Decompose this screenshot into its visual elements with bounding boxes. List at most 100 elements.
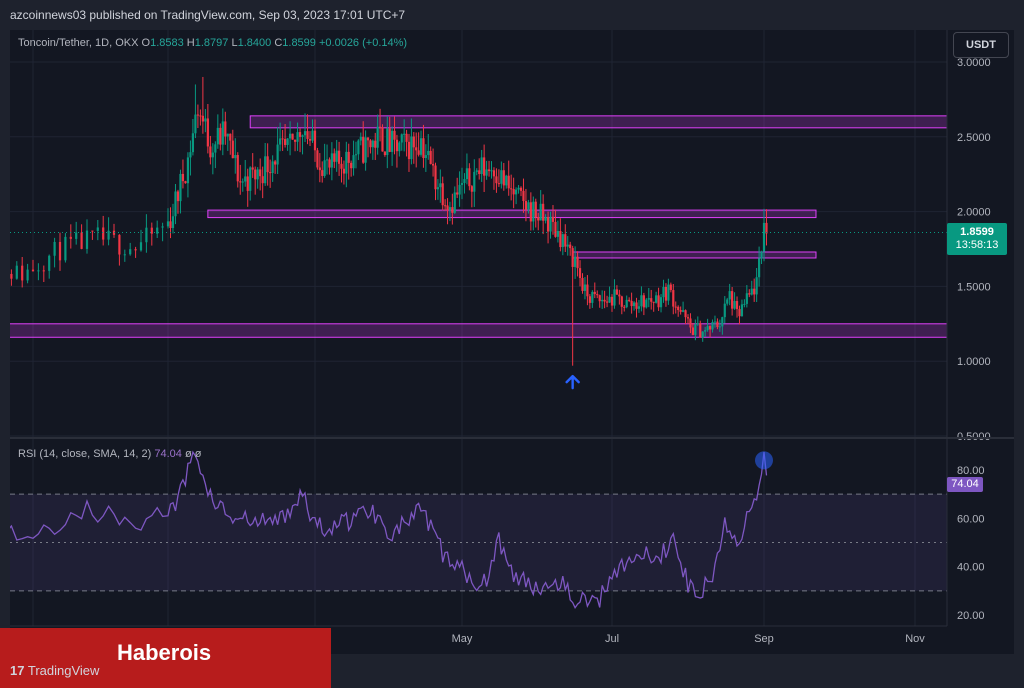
candle-body bbox=[340, 163, 343, 169]
chart-svg[interactable]: 3.00002.50002.00001.50001.00000.50007202… bbox=[10, 30, 1014, 654]
candle-body bbox=[359, 136, 362, 141]
candle-body bbox=[733, 301, 736, 309]
candle-body bbox=[206, 118, 209, 147]
rsi-extra: ø ø bbox=[184, 448, 202, 460]
rsi-tick-label: 20.00 bbox=[957, 610, 985, 622]
candle-body bbox=[691, 327, 695, 335]
candle-body bbox=[191, 133, 195, 153]
candle-body bbox=[313, 130, 317, 151]
candle-body bbox=[196, 114, 199, 116]
candle-body bbox=[374, 140, 377, 148]
candle-body bbox=[630, 300, 633, 307]
candle-body bbox=[495, 176, 498, 184]
candle-body bbox=[174, 191, 177, 217]
candle-body bbox=[400, 134, 403, 143]
candle-body bbox=[281, 138, 284, 140]
candle-body bbox=[598, 295, 601, 302]
candle-body bbox=[221, 121, 224, 145]
candle-body bbox=[284, 139, 287, 145]
candle-body bbox=[588, 296, 591, 303]
candle-body bbox=[726, 299, 729, 304]
candle-body bbox=[519, 187, 523, 191]
candle-body bbox=[316, 150, 319, 168]
haberois-banner: Haberois 17 TradingView bbox=[0, 628, 331, 688]
candle-body bbox=[417, 150, 420, 155]
candle-body bbox=[591, 291, 594, 303]
candle-body bbox=[473, 171, 476, 192]
candle-body bbox=[628, 299, 631, 301]
candle-body bbox=[757, 258, 761, 278]
rsi-legend: RSI (14, close, SMA, 14, 2) 74.04 ø ø bbox=[18, 448, 201, 460]
candle-body bbox=[318, 167, 321, 171]
candle-body bbox=[487, 169, 491, 172]
candle-body bbox=[735, 301, 739, 310]
candle-body bbox=[613, 289, 616, 306]
candle-body bbox=[422, 138, 425, 159]
candle-body bbox=[249, 167, 252, 191]
candle-body bbox=[352, 155, 355, 169]
candle-body bbox=[748, 293, 751, 295]
symbol-name: Toncoin/Tether, 1D, OKX bbox=[18, 37, 139, 49]
candle-body bbox=[623, 306, 626, 308]
open-value: 1.8583 bbox=[150, 37, 184, 49]
candle-body bbox=[118, 234, 121, 255]
price-tick-label: 1.0000 bbox=[957, 356, 991, 368]
candle-body bbox=[699, 323, 702, 338]
price-zone bbox=[249, 115, 948, 129]
candle-body bbox=[357, 140, 360, 155]
candle-body bbox=[483, 157, 486, 176]
candle-body bbox=[366, 137, 370, 141]
rsi-value-tag: 74.04 bbox=[947, 477, 983, 492]
candle-body bbox=[647, 298, 650, 300]
candle-body bbox=[448, 207, 452, 211]
candle-body bbox=[271, 161, 274, 174]
candle-body bbox=[603, 299, 606, 302]
chart-frame[interactable]: 3.00002.50002.00001.50001.00000.50007202… bbox=[10, 30, 1014, 654]
candle-body bbox=[549, 216, 552, 232]
candle-body bbox=[556, 231, 560, 237]
candle-body bbox=[441, 183, 444, 206]
candle-body bbox=[362, 136, 365, 163]
candle-body bbox=[667, 284, 670, 301]
candle-body bbox=[551, 216, 555, 222]
candle-body bbox=[492, 170, 496, 177]
candle-body bbox=[453, 192, 456, 213]
candle-body bbox=[236, 155, 239, 182]
candle-body bbox=[522, 190, 525, 201]
candle-body bbox=[559, 231, 562, 248]
candle-body bbox=[376, 126, 379, 148]
candle-body bbox=[48, 255, 51, 271]
candle-body bbox=[708, 326, 712, 330]
candle-body bbox=[321, 170, 324, 176]
candle-body bbox=[169, 221, 172, 229]
last-price: 1.8599 bbox=[960, 226, 994, 238]
candle-body bbox=[26, 269, 29, 281]
candle-body bbox=[512, 189, 515, 195]
candle-body bbox=[505, 175, 508, 186]
candle-body bbox=[610, 296, 614, 306]
candle-body bbox=[301, 135, 304, 137]
candle-body bbox=[407, 141, 411, 160]
candle-body bbox=[58, 241, 62, 261]
candle-body bbox=[478, 170, 481, 175]
candle-body bbox=[728, 291, 731, 300]
candle-body bbox=[427, 150, 430, 156]
candle-body bbox=[436, 187, 440, 190]
candle-body bbox=[145, 227, 148, 243]
rsi-peak-highlight bbox=[755, 451, 773, 470]
candle-body bbox=[286, 138, 289, 145]
currency-button[interactable]: USDT bbox=[953, 32, 1009, 58]
candle-body bbox=[246, 176, 249, 191]
candle-body bbox=[529, 202, 532, 222]
high-label: H bbox=[186, 37, 195, 49]
candle-body bbox=[657, 295, 660, 308]
candle-body bbox=[576, 256, 579, 269]
candle-body bbox=[713, 321, 717, 323]
candle-body bbox=[463, 179, 466, 184]
candle-body bbox=[181, 173, 185, 182]
candle-body bbox=[264, 156, 267, 184]
candle-body bbox=[293, 139, 297, 142]
candle-body bbox=[107, 230, 110, 240]
candle-body bbox=[539, 203, 542, 221]
candle-body bbox=[635, 302, 638, 309]
